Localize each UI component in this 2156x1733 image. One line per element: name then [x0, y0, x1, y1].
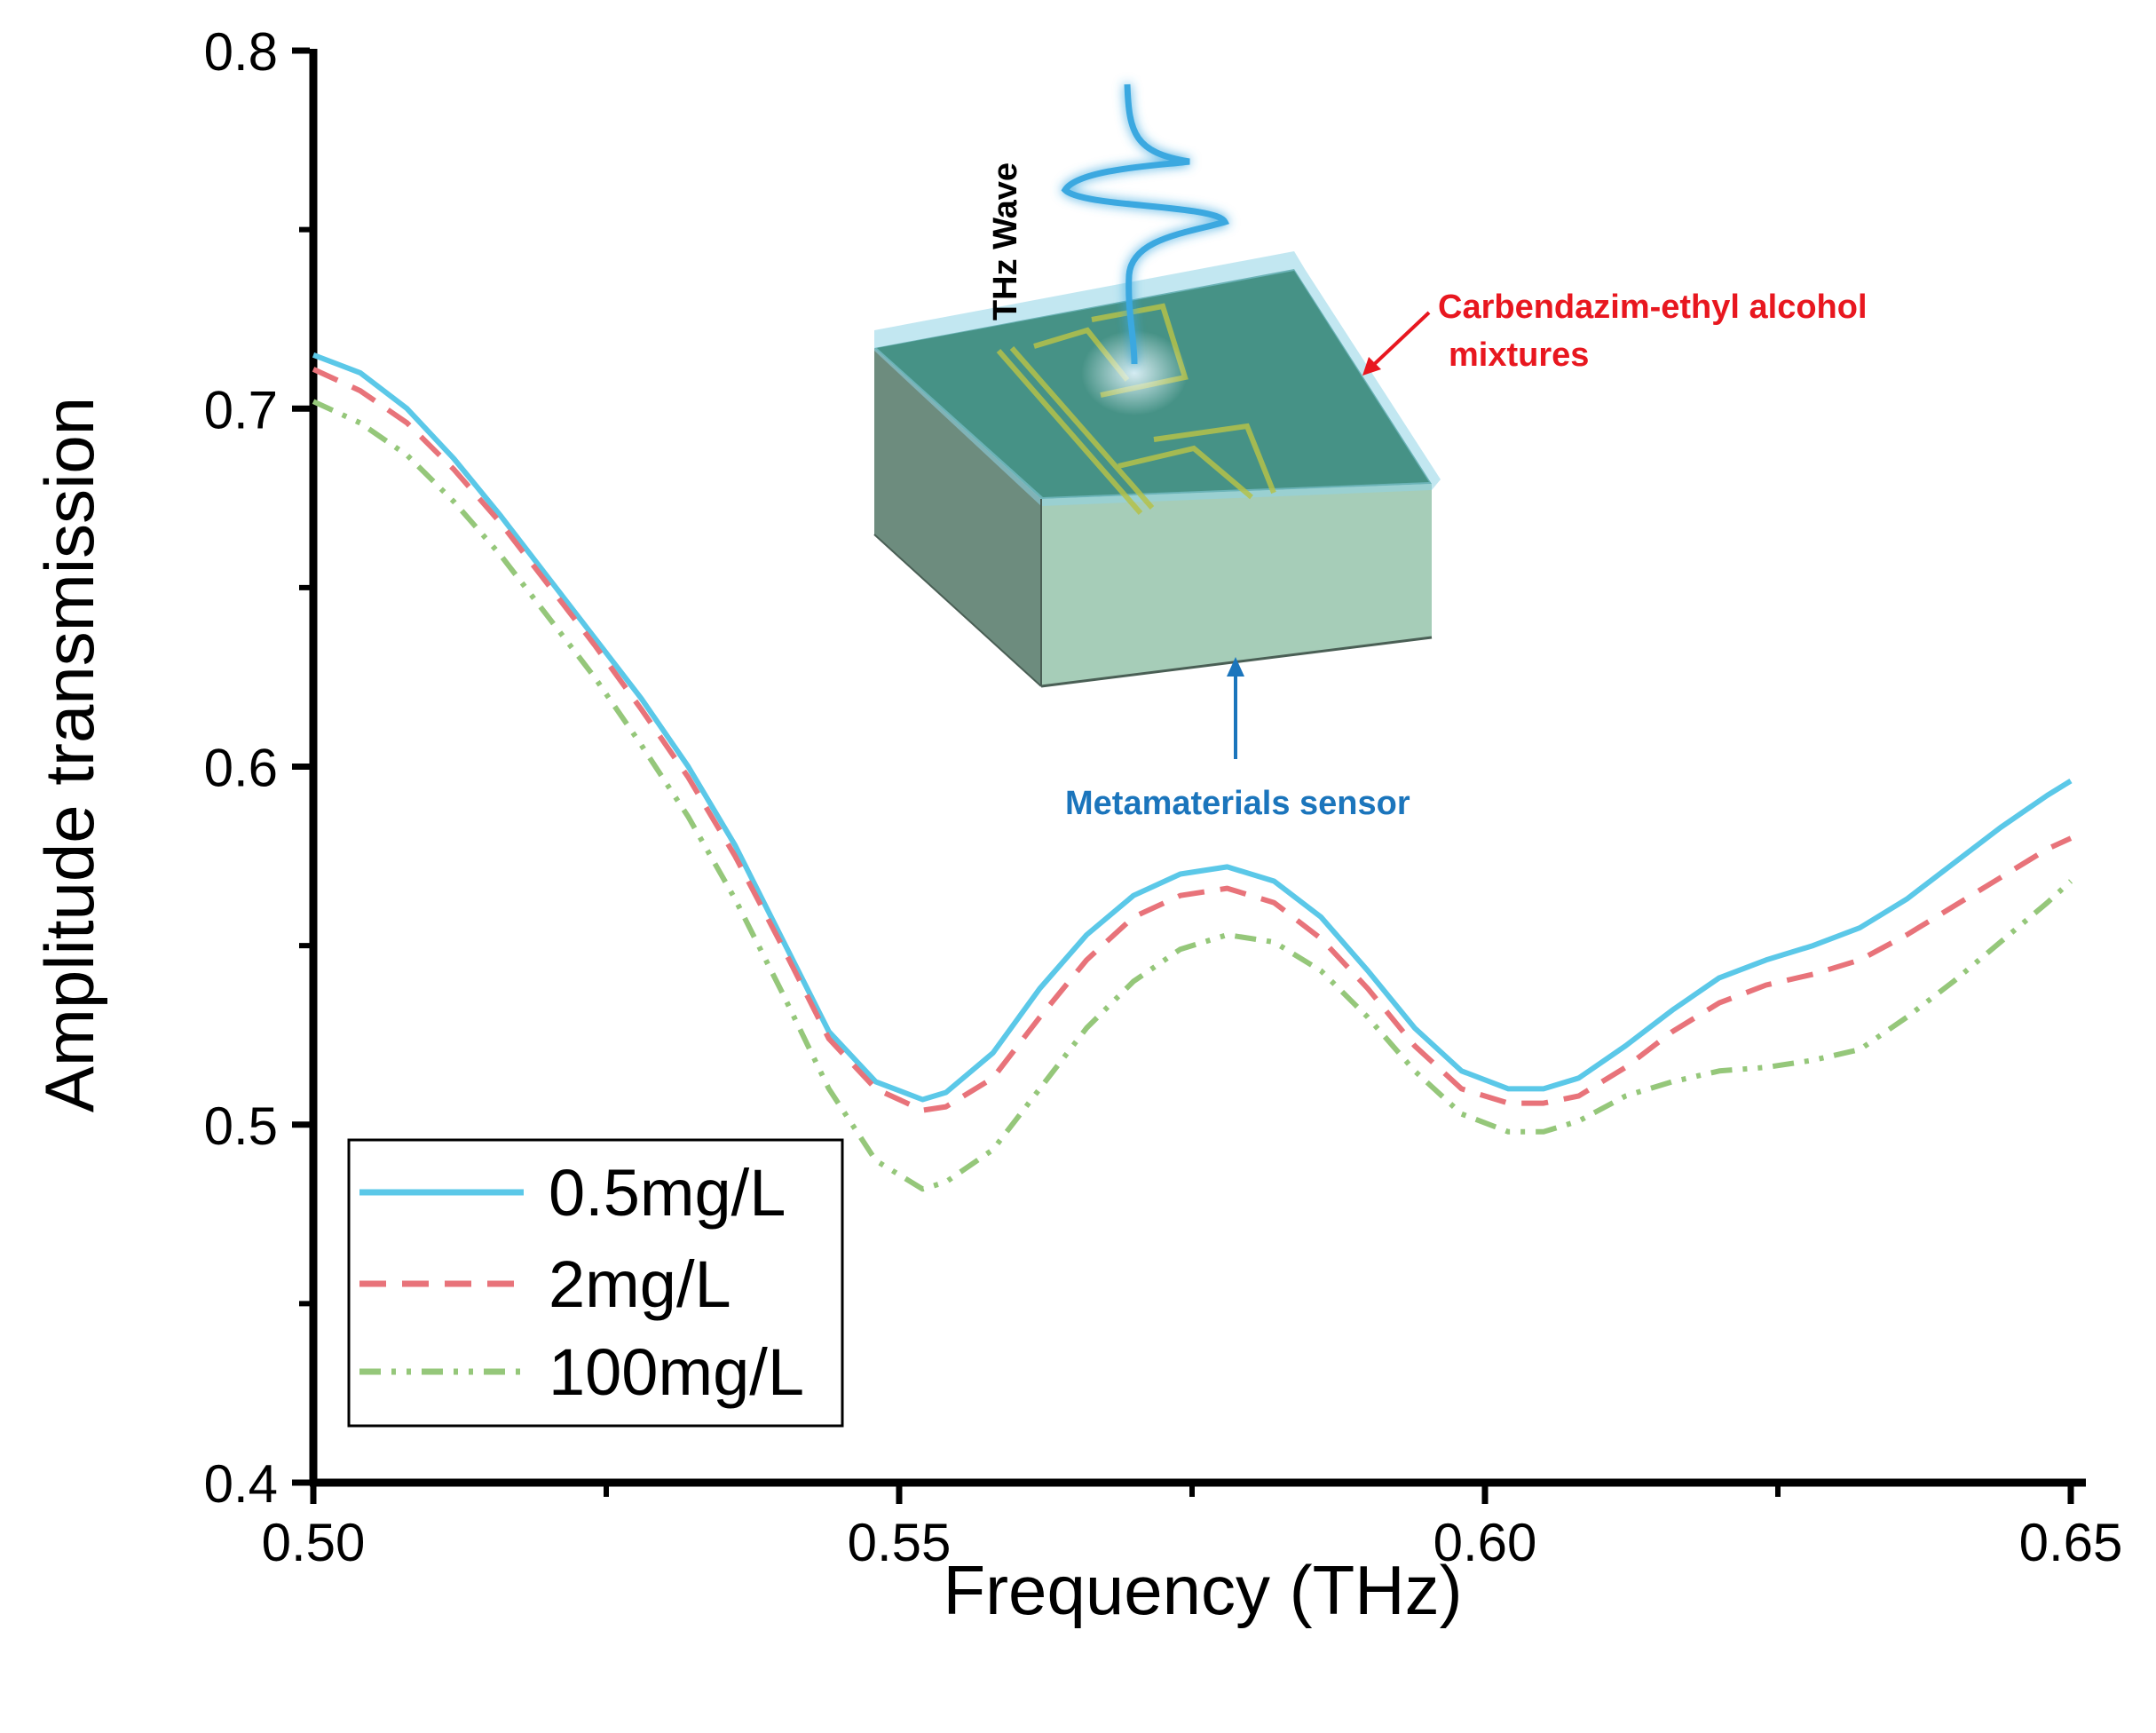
sensor-label: Metamaterials sensor	[1065, 785, 1410, 822]
series-line-3	[312, 399, 2073, 1192]
x-axis-title: Frequency (THz)	[943, 1551, 1462, 1629]
mixture-label-line2: mixtures	[1449, 336, 1589, 374]
sensor-arrowhead	[1227, 657, 1244, 677]
legend-entry: 2mg/L	[359, 1247, 731, 1321]
legend-entry: 0.5mg/L	[359, 1156, 786, 1230]
mixture-arrow	[1365, 311, 1431, 373]
slab-front-face	[1041, 484, 1432, 686]
series-lines	[312, 352, 2073, 1192]
legend: 0.5mg/L 2mg/L 100mg/L	[347, 1138, 844, 1428]
x-tick-label: 0.65	[2019, 1513, 2123, 1572]
thz-wave-label: THz Wave	[987, 162, 1024, 320]
y-axis-title: Amplitude transmission	[30, 397, 108, 1112]
mixture-arrowhead	[1362, 357, 1381, 376]
x-tick-label: 0.50	[262, 1513, 366, 1572]
y-tick-label: 0.8	[204, 22, 278, 82]
x-ticks: 0.50 0.55 0.60 0.65	[262, 1486, 2123, 1572]
x-tick-label: 0.55	[848, 1513, 952, 1572]
y-tick-label: 0.7	[204, 380, 278, 439]
legend-label: 0.5mg/L	[549, 1156, 786, 1230]
slab-edge-left	[873, 534, 1042, 687]
legend-label: 100mg/L	[549, 1335, 804, 1409]
legend-box	[347, 1138, 844, 1428]
slab-side-face	[874, 348, 1041, 686]
legend-label: 2mg/L	[549, 1247, 731, 1321]
y-ticks: 0.4 0.5 0.6 0.7 0.8	[204, 22, 310, 1514]
series-line-2	[312, 367, 2073, 1113]
y-tick-label: 0.6	[204, 739, 278, 798]
y-tick-label: 0.4	[204, 1454, 278, 1514]
axes	[309, 49, 2086, 1487]
thz-wave	[1061, 83, 1230, 365]
series-line-1	[312, 352, 2073, 1103]
legend-entry: 100mg/L	[359, 1335, 804, 1409]
x-tick-label: 0.60	[1433, 1513, 1537, 1572]
wave-hotspot	[1081, 330, 1188, 415]
sensor-illustration: THz Wave Carbendazim-ethyl alcohol mixtu…	[873, 83, 1868, 822]
y-tick-label: 0.5	[204, 1096, 278, 1156]
mixture-label-line1: Carbendazim-ethyl alcohol	[1438, 289, 1868, 326]
